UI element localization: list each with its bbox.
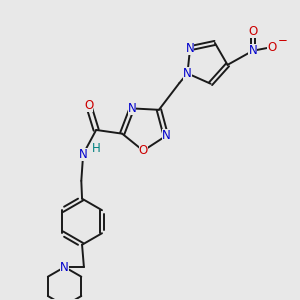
Text: O: O xyxy=(268,40,277,53)
Text: N: N xyxy=(79,148,88,160)
Text: H: H xyxy=(92,142,100,155)
Text: N: N xyxy=(183,67,192,80)
Text: N: N xyxy=(248,44,257,57)
Text: N: N xyxy=(60,260,69,274)
Text: O: O xyxy=(84,99,93,112)
Text: N: N xyxy=(128,102,136,115)
Text: O: O xyxy=(248,25,257,38)
Text: O: O xyxy=(139,144,148,157)
Text: −: − xyxy=(278,34,287,47)
Text: N: N xyxy=(162,130,170,142)
Text: N: N xyxy=(186,42,194,55)
